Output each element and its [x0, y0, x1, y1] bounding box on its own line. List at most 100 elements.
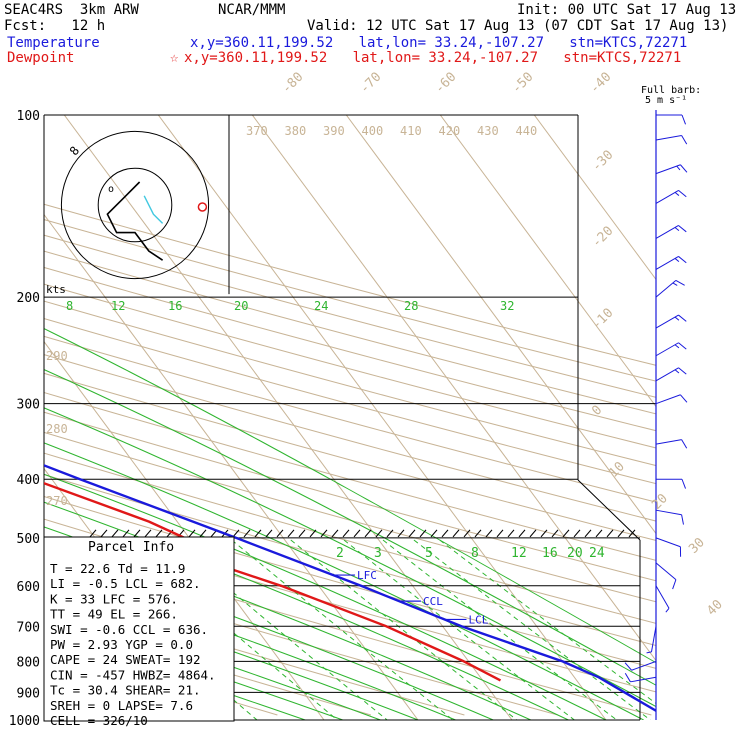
wind-barb-staff: [655, 189, 679, 204]
hatch-mark: [309, 529, 317, 538]
hodo-low-trace: [143, 195, 164, 224]
temperature-legend: Temperature: [7, 35, 100, 51]
hatch-mark: [122, 529, 130, 538]
mixing-ratio-line: [290, 539, 518, 720]
isotherm-line: [533, 115, 656, 281]
parcel-panel-row: TT = 49 EL = 266.: [50, 607, 178, 622]
mixing-ratio-line: [439, 539, 656, 705]
hatch-mark: [232, 529, 240, 538]
hatch-mark: [419, 529, 427, 538]
isotherm-line: [63, 115, 513, 720]
wind-barb-staff: [650, 626, 657, 652]
wind-barb-staff: [655, 562, 677, 581]
hatch-mark: [595, 529, 603, 538]
wind-barb: [655, 537, 682, 557]
hodo-ring: [60, 130, 210, 280]
dewpoint-profile: [44, 481, 502, 682]
hodo-speed-label: 8: [66, 299, 73, 313]
wind-barb: [655, 225, 687, 239]
wind-barb-staff: [655, 314, 679, 329]
init-time: Init: 00 UTC Sat 17 Aug 13: [517, 2, 737, 18]
theta-label: 280: [46, 422, 68, 436]
wind-barb-flag: [678, 367, 687, 375]
isotherm-line: [157, 115, 607, 720]
pressure-label: 900: [17, 686, 40, 701]
parcel-panel-row: K = 33 LFC = 576.: [50, 591, 178, 606]
wind-barb: [655, 256, 687, 270]
dry-adiabat: [44, 541, 652, 716]
isotherm-label: 0: [589, 403, 605, 419]
moist-adiabat: [44, 548, 494, 720]
valid-time: Valid: 12 UTC Sat 17 Aug 13 (07 CDT Sat …: [307, 18, 729, 34]
barb-units: 5 m s⁻¹: [645, 95, 688, 106]
theta-label: 440: [516, 124, 538, 138]
dry-adiabat: [44, 354, 656, 522]
isotherm-label: 20: [649, 491, 671, 513]
wind-barb-flag: [678, 256, 687, 264]
hodo-speed-label: 32: [500, 299, 514, 313]
wind-barb-flag: [681, 439, 688, 449]
hatch-mark: [540, 529, 548, 538]
mixing-ratio-label: 16: [542, 546, 558, 561]
parcel-panel-box: [43, 536, 235, 722]
wind-barb-flag: [678, 314, 687, 322]
mixing-ratio-line: [413, 539, 651, 720]
hatch-mark: [518, 529, 526, 538]
wind-barb: [655, 562, 677, 590]
parcel-panel-row: SWI = -0.6 CCL = 636.: [50, 622, 208, 637]
wind-barb-flag: [674, 316, 680, 321]
wind-barb-flag: [678, 342, 687, 350]
mixing-ratio-label: 5: [425, 546, 433, 561]
hatch-mark: [133, 529, 141, 538]
mixing-ratio-label: 2: [336, 546, 344, 561]
hodo-speed-label: 16: [168, 299, 182, 313]
right-axis-diag: [577, 479, 641, 541]
wind-barb: [655, 314, 687, 329]
hatch-mark: [89, 529, 97, 538]
isotherm-label: -20: [589, 224, 616, 251]
wind-barb-staff: [630, 676, 657, 683]
pressure-label: 700: [17, 620, 40, 635]
dry-adiabat: [44, 335, 656, 503]
isotherm-label: -70: [357, 70, 384, 97]
isotherm-label: -50: [509, 70, 536, 97]
isotherm-line: [251, 115, 656, 662]
wind-barb-flag: [681, 114, 687, 125]
wind-barb-flag: [680, 394, 688, 403]
hatch-mark: [441, 529, 449, 538]
hatch-mark: [485, 529, 493, 538]
wind-barb-flag: [675, 279, 685, 286]
hatch-mark: [573, 529, 581, 538]
hatch-mark: [386, 529, 394, 538]
hatch-mark: [100, 529, 108, 538]
model-title: SEAC4RS 3km ARW: [4, 2, 139, 18]
hatch-mark: [606, 529, 614, 538]
wind-barb: [655, 439, 688, 449]
hatch-mark: [320, 529, 328, 538]
forecast-hour: Fcst: 12 h: [4, 18, 106, 34]
pressure-label: 600: [17, 580, 40, 595]
pressure-label: 400: [17, 473, 40, 488]
mixing-ratio-label: 12: [511, 546, 527, 561]
hatch-mark: [628, 529, 636, 538]
hatch-mark: [617, 529, 625, 538]
isotherm-label: -10: [589, 306, 616, 333]
hatch-mark: [375, 529, 383, 538]
hatch-mark: [199, 529, 207, 538]
pressure-label: 200: [17, 291, 40, 306]
theta-label: 290: [46, 349, 68, 363]
mixing-ratio-label: 3: [374, 546, 382, 561]
isotherm-label: -80: [279, 70, 306, 97]
hatch-mark: [562, 529, 570, 538]
dry-adiabat: [44, 203, 656, 366]
wind-barb-flag: [681, 135, 688, 145]
wind-barb-flag: [624, 662, 632, 671]
hatch-mark: [474, 529, 482, 538]
wind-barb: [624, 672, 657, 683]
parcel-panel-title: Parcel Info: [88, 540, 174, 555]
hatch-mark: [452, 529, 460, 538]
hatch-mark: [111, 529, 119, 538]
wind-barb-flag: [674, 227, 680, 232]
wind-barb: [655, 164, 688, 175]
